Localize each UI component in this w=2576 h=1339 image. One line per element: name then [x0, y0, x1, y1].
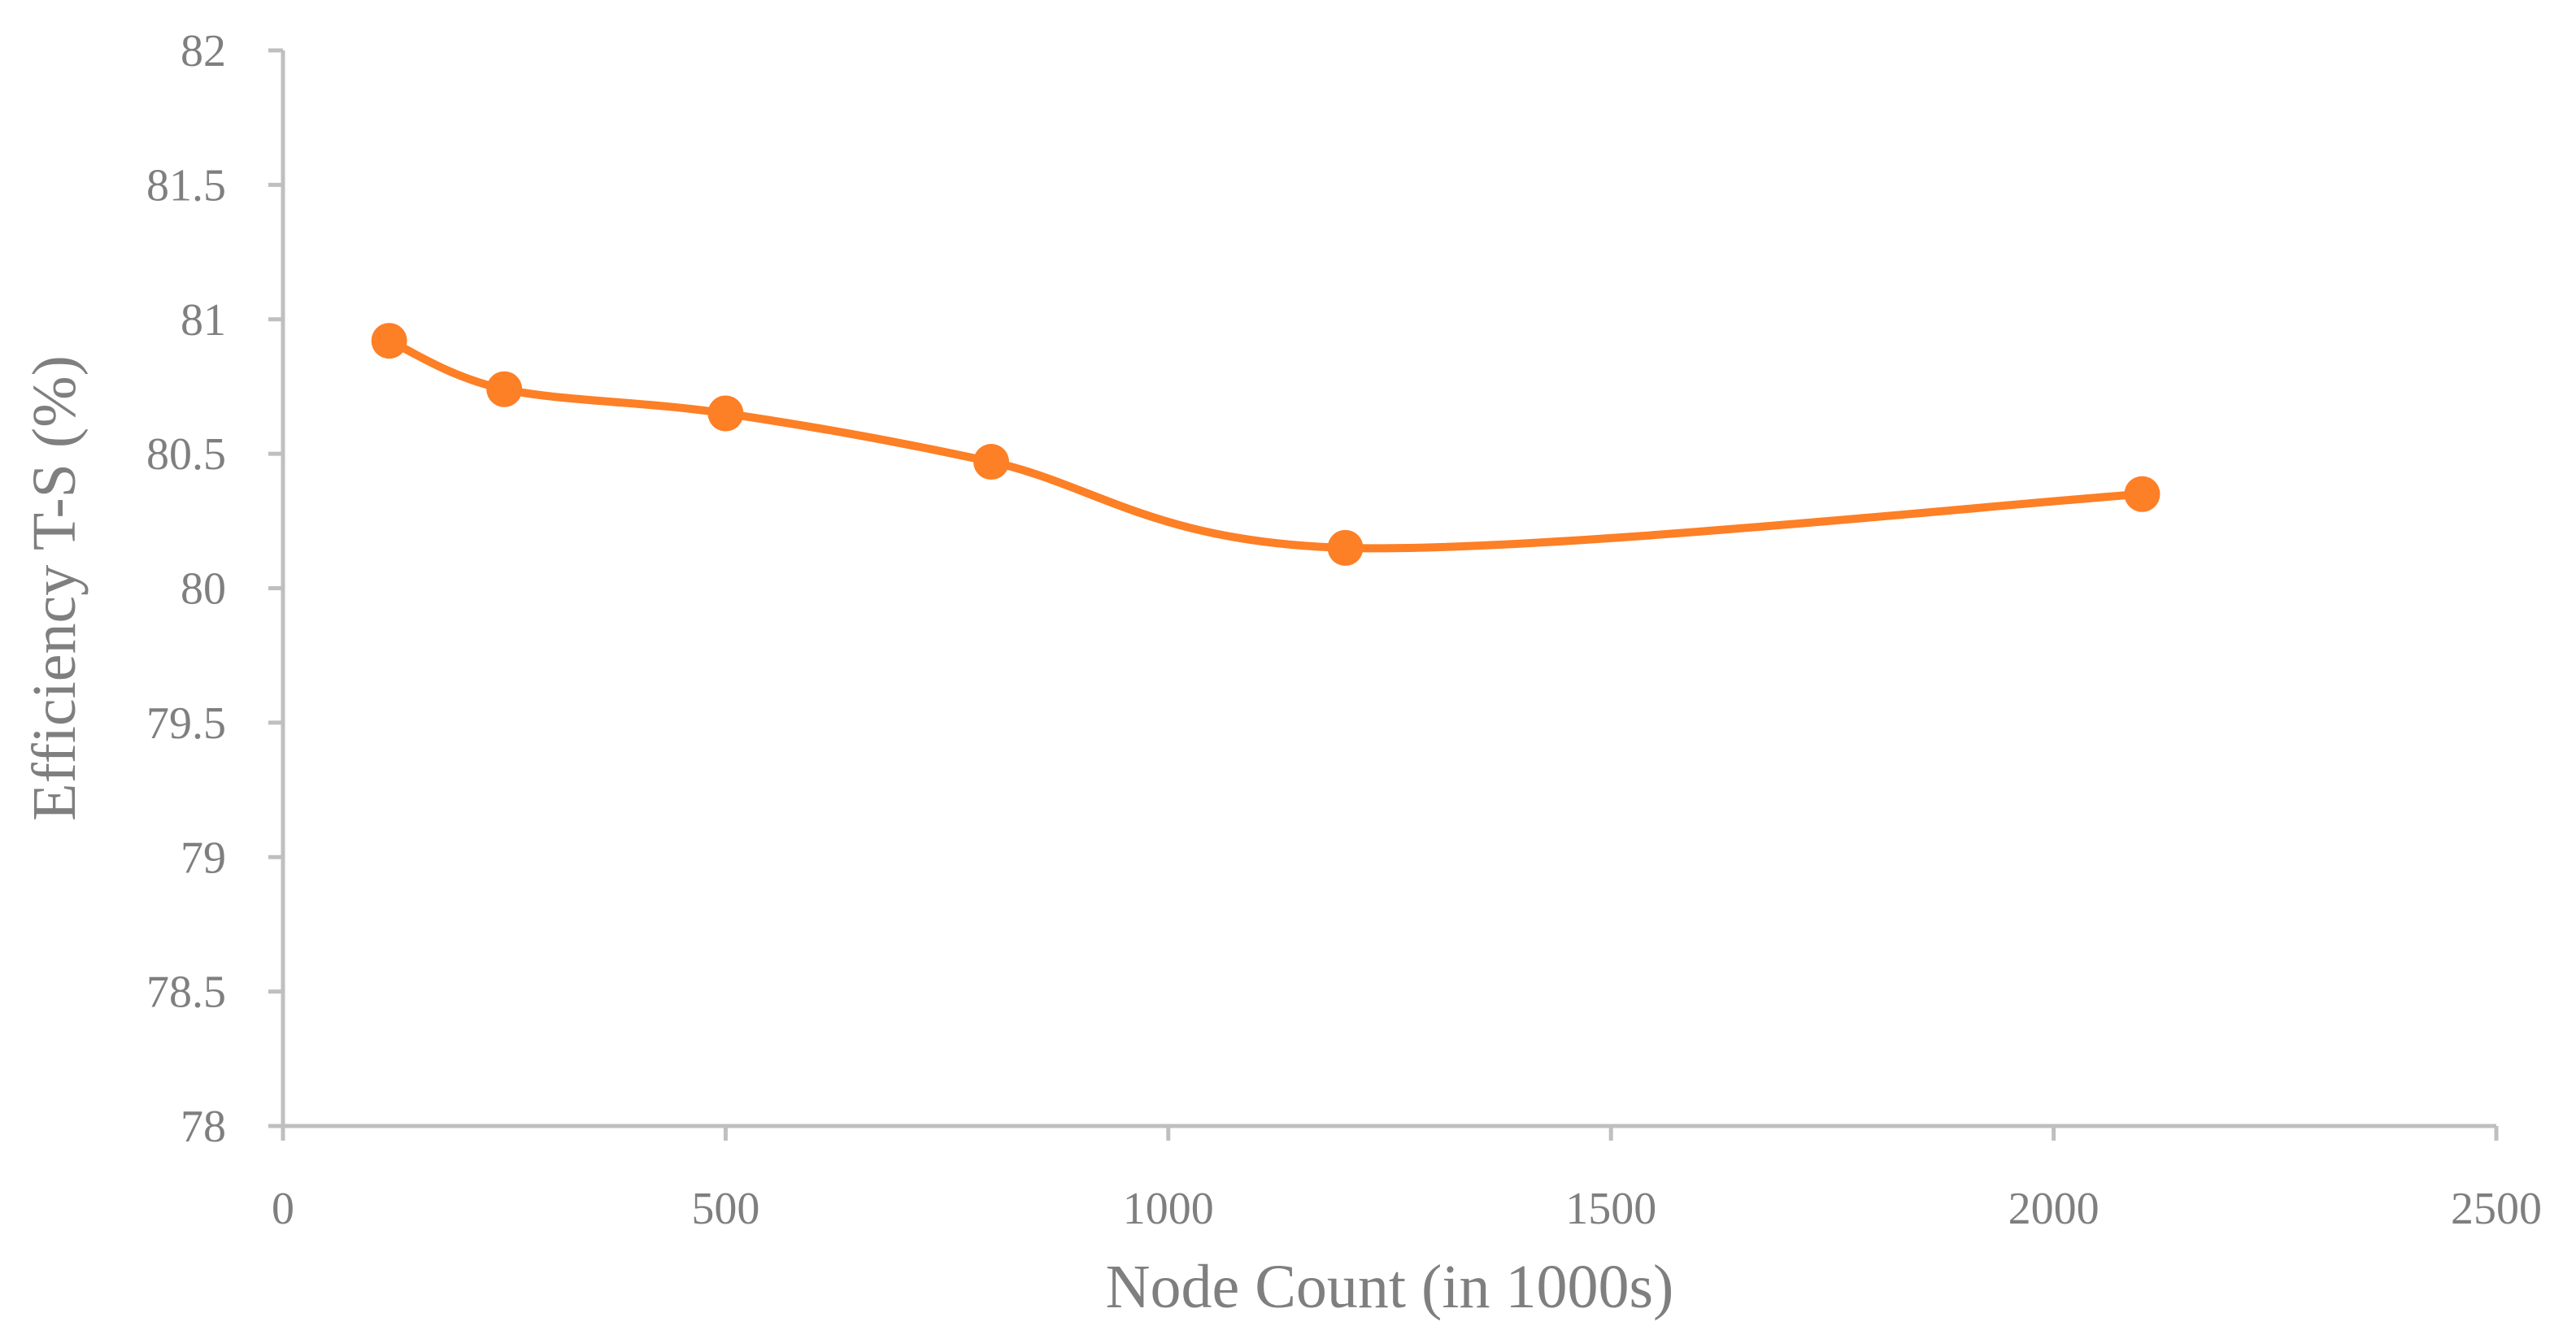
data-point	[707, 395, 744, 432]
y-tick-label: 81.5	[146, 160, 226, 211]
x-axis-title: Node Count (in 1000s)	[1106, 1253, 1674, 1321]
series-line	[385, 337, 2147, 553]
x-tick-labels: 0 500 1000 1500 2000 2500	[272, 1184, 2542, 1234]
data-point	[973, 444, 1010, 480]
y-tick-label: 82	[181, 26, 226, 76]
tick-marks	[268, 48, 2499, 1141]
data-point	[486, 371, 523, 407]
data-point	[2124, 476, 2160, 512]
x-tick-label: 1000	[1123, 1184, 1214, 1234]
series-layer	[371, 323, 2160, 566]
y-tick-label: 80	[181, 564, 226, 615]
y-tick-labels: 78 78.5 79 79.5 80 80.5 81 81.5 82	[146, 26, 226, 1152]
data-point	[1327, 529, 1364, 566]
y-tick-label: 81	[181, 295, 226, 346]
x-tick-label: 500	[691, 1184, 759, 1234]
y-tick-label: 79	[181, 833, 226, 883]
x-tick-label: 2000	[2008, 1184, 2100, 1234]
x-tick-label: 2500	[2451, 1184, 2542, 1234]
y-tick-label: 80.5	[146, 429, 226, 480]
y-axis-title: Efficiency T-S (%)	[20, 355, 89, 821]
y-tick-label: 78.5	[146, 967, 226, 1018]
x-tick-label: 1500	[1565, 1184, 1656, 1234]
x-tick-label: 0	[272, 1184, 294, 1234]
y-tick-label: 78	[181, 1102, 226, 1152]
data-point	[371, 323, 407, 359]
y-tick-label: 79.5	[146, 698, 226, 749]
